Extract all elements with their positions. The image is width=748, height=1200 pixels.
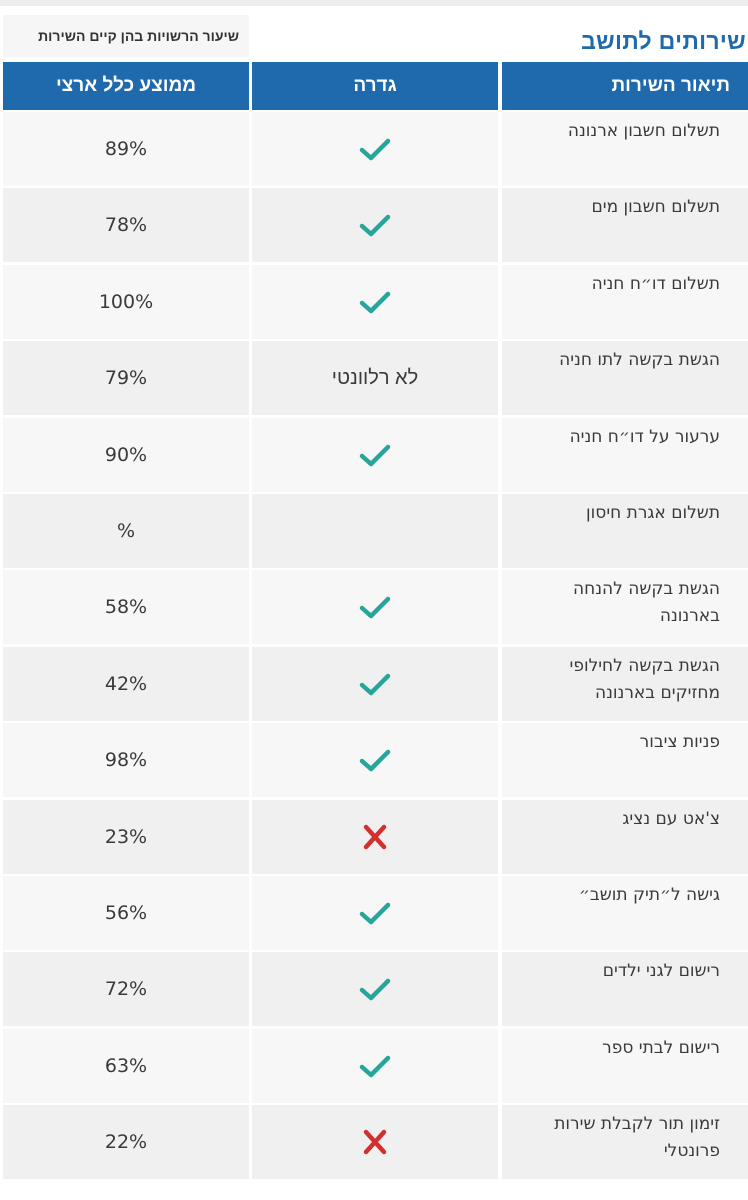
national-average-value: 23% [3,799,249,874]
fence-status [252,1105,498,1180]
check-icon [358,288,392,316]
fence-status [252,112,498,186]
service-description: רישום לגני ילדים [502,952,748,1027]
table-row: תשלום אגרת חיסון% [0,493,748,568]
fence-status [252,1028,498,1103]
header-fence: גדרה [252,62,498,110]
check-icon [358,211,392,239]
service-description: תשלום חשבון מים [502,188,748,263]
national-average-value: 78% [3,188,249,263]
fence-status [252,646,498,721]
x-icon [358,1128,392,1156]
service-description: תשלום חשבון ארנונה [502,112,748,186]
table-row: גישה ל״תיק תושב״ 56% [0,875,748,950]
service-description: הגשת בקשה להנחה בארנונה [502,570,748,645]
table-row: רישום לגני ילדים 72% [0,952,748,1027]
fence-status [252,723,498,798]
national-average-value: 100% [3,264,249,339]
page-title: שירותים לתושב [581,28,746,54]
fence-status [252,799,498,874]
check-icon [358,135,392,163]
table-header: תיאור השירות גדרה ממוצע כלל ארצי [0,62,748,110]
fence-status [252,188,498,263]
fence-status [252,570,498,645]
fence-status [252,493,498,568]
legend-label: שיעור הרשויות בהן קיים השירות [3,15,249,57]
table-row: הגשת בקשה לחילופי מחזיקים בארנונה 42% [0,646,748,721]
fence-status [252,417,498,492]
check-icon [358,593,392,621]
national-average-value: 72% [3,952,249,1027]
check-icon [358,899,392,927]
check-icon [358,975,392,1003]
table-row: הגשת בקשה להנחה בארנונה 58% [0,570,748,645]
table-row: זימון תור לקבלת שירות פרונטלי 22% [0,1105,748,1180]
table-row: צ'אט עם נציג 23% [0,799,748,874]
national-average-value: 56% [3,875,249,950]
table-row: תשלום חשבון ארנונה 89% [0,112,748,186]
fence-status-text: לא רלוונטי [331,366,419,389]
table-row: ערעור על דו״ח חניה 90% [0,417,748,492]
fence-status [252,952,498,1027]
national-average-value: 22% [3,1105,249,1180]
service-description: גישה ל״תיק תושב״ [502,875,748,950]
national-average-value: % [3,493,249,568]
national-average-value: 58% [3,570,249,645]
national-average-value: 42% [3,646,249,721]
national-average-value: 90% [3,417,249,492]
national-average-value: 98% [3,723,249,798]
check-icon [358,441,392,469]
x-icon [358,823,392,851]
service-description: תשלום דו״ח חניה [502,264,748,339]
table-row: תשלום דו״ח חניה 100% [0,264,748,339]
service-description: הגשת בקשה לתו חניה [502,341,748,416]
national-average-value: 63% [3,1028,249,1103]
national-average-value: 79% [3,341,249,416]
table-row: תשלום חשבון מים 78% [0,188,748,263]
check-icon [358,746,392,774]
table-row: רישום לבתי ספר 63% [0,1028,748,1103]
check-icon [358,1052,392,1080]
check-icon [358,670,392,698]
top-strip [0,0,748,6]
service-description: פניות ציבור [502,723,748,798]
fence-status: לא רלוונטי [252,341,498,416]
table-row: פניות ציבור 98% [0,723,748,798]
table-row: הגשת בקשה לתו חניה לא רלוונטי 79% [0,341,748,416]
header-description: תיאור השירות [502,62,748,110]
service-description: תשלום אגרת חיסון [502,493,748,568]
service-description: צ'אט עם נציג [502,799,748,874]
table-body: תשלום חשבון ארנונה 89% תשלום חשבון מים 78% ת… [0,112,748,1180]
service-description: רישום לבתי ספר [502,1028,748,1103]
service-description: הגשת בקשה לחילופי מחזיקים בארנונה [502,646,748,721]
service-description: זימון תור לקבלת שירות פרונטלי [502,1105,748,1180]
fence-status [252,875,498,950]
fence-status [252,264,498,339]
service-description: ערעור על דו״ח חניה [502,417,748,492]
services-table: תיאור השירות גדרה ממוצע כלל ארצי תשלום ח… [0,62,748,1181]
header-national-avg: ממוצע כלל ארצי [3,62,249,110]
national-average-value: 89% [3,112,249,186]
